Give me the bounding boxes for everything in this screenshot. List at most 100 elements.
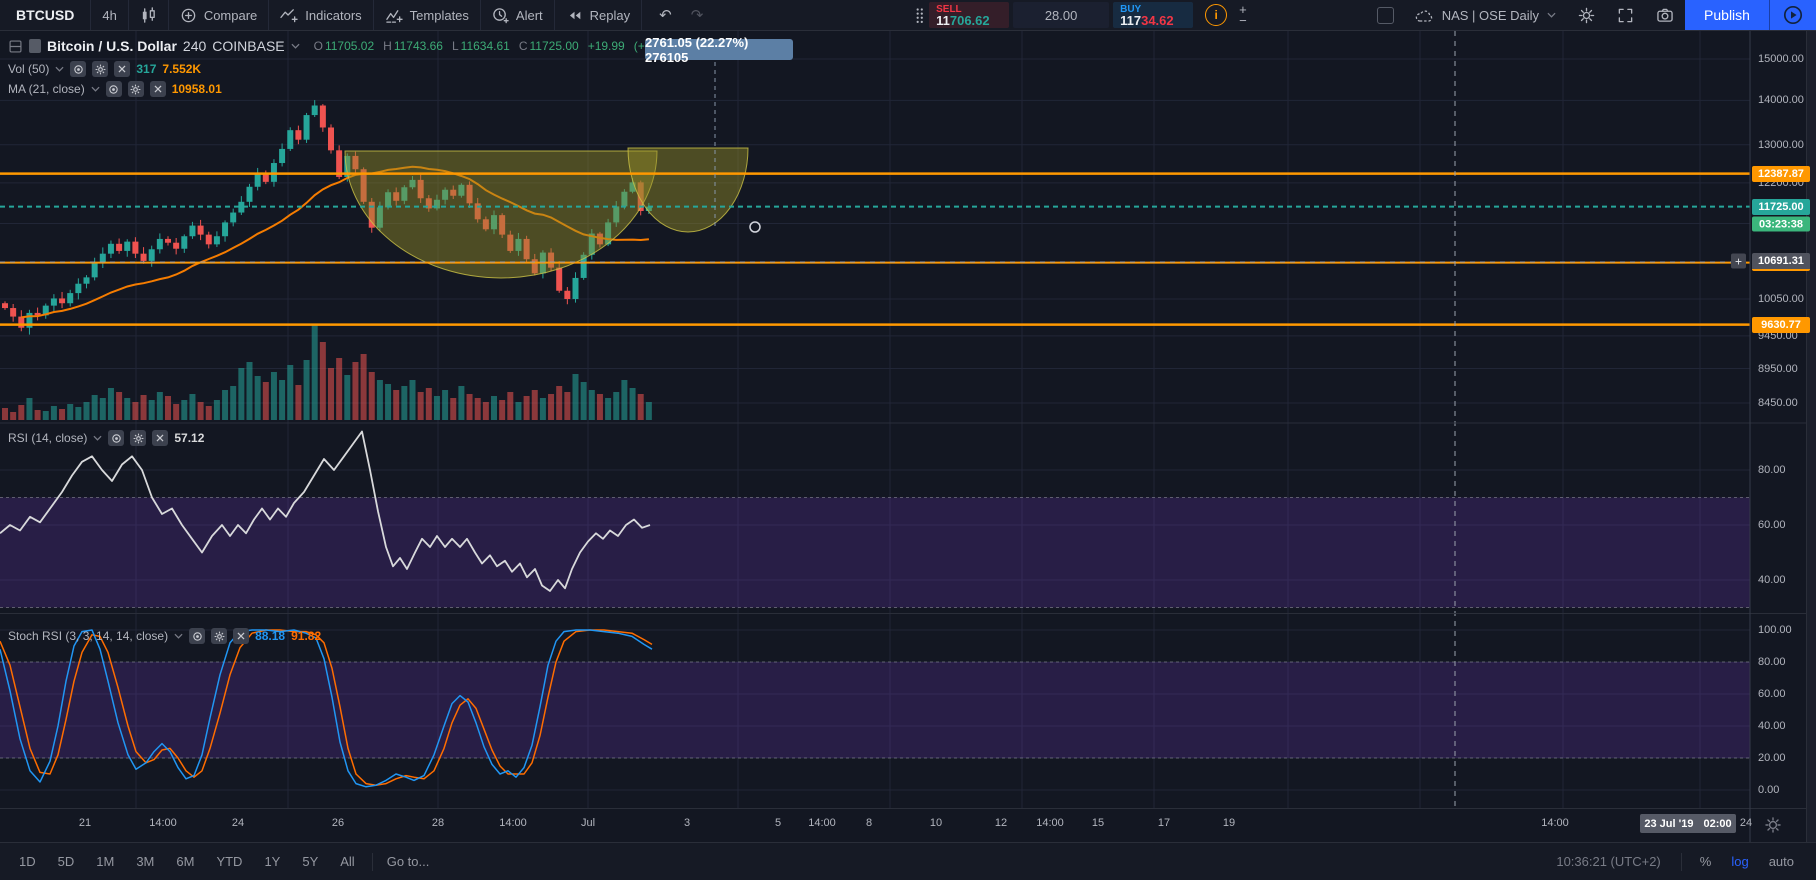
range-1d[interactable]: 1D xyxy=(19,854,36,869)
range-3m[interactable]: 3M xyxy=(136,854,155,869)
orange-price-badge: 9630.77 xyxy=(1752,316,1810,333)
buy-button[interactable]: BUY 11734.62 xyxy=(1113,2,1194,28)
stoch-tick: 20.00 xyxy=(1758,752,1786,764)
range-5d[interactable]: 5D xyxy=(57,854,75,869)
close-icon[interactable] xyxy=(114,61,131,77)
countdown-price-badge: 03:23:38 xyxy=(1752,216,1810,232)
visibility-icon[interactable] xyxy=(70,61,87,77)
indicators-button[interactable]: Indicators xyxy=(269,0,374,30)
goto-button[interactable]: Go to... xyxy=(386,854,430,869)
stoch-tick: 0.00 xyxy=(1758,784,1780,796)
publish-button[interactable]: Publish xyxy=(1685,0,1769,30)
alert-button[interactable]: Alert xyxy=(481,0,555,30)
visibility-icon[interactable] xyxy=(108,430,125,446)
indicator-settings-icon[interactable] xyxy=(130,430,147,446)
symbol-button[interactable]: BTCUSD xyxy=(0,0,92,30)
time-tick: 14:00 xyxy=(808,817,836,829)
panes-icon[interactable] xyxy=(8,39,23,54)
chevron-down-icon xyxy=(91,86,100,92)
indicators-icon xyxy=(280,7,298,24)
time-tick: 26 xyxy=(331,817,345,829)
symbol-title[interactable]: Bitcoin / U.S. Dollar xyxy=(47,38,177,54)
range-ytd[interactable]: YTD xyxy=(216,854,243,869)
info-icon[interactable]: i xyxy=(1205,4,1228,26)
fullscreen-button[interactable] xyxy=(1606,7,1645,24)
top-toolbar: BTCUSD 4h Compare Indicators Templates A… xyxy=(0,0,1816,31)
stoch-tick: 100.00 xyxy=(1758,624,1792,636)
compare-button[interactable]: Compare xyxy=(169,0,270,30)
checkbox[interactable] xyxy=(1376,6,1394,24)
price-axis[interactable]: 15000.00 14000.00 13000.00 12200.00 10050.00… xyxy=(1750,30,1816,842)
time-tick: 28 xyxy=(431,817,445,829)
chart-style-button[interactable] xyxy=(129,0,169,30)
percent-scale-button[interactable]: % xyxy=(1699,854,1712,869)
bottom-right-controls: 10:36:21 (UTC+2) % log auto xyxy=(1556,852,1816,871)
close-icon[interactable] xyxy=(233,628,250,644)
exchange-label: COINBASE xyxy=(212,38,285,54)
feed-selector[interactable]: NAS | OSE Daily xyxy=(1404,8,1567,23)
stoch-legend[interactable]: Stoch RSI (3, 3, 14, 14, close) 88.18 91… xyxy=(8,628,322,644)
replay-button[interactable]: Replay xyxy=(555,0,643,30)
time-tick: 3 xyxy=(683,817,691,829)
price-tick: 8450.00 xyxy=(1758,396,1798,409)
collapsed-sidebar[interactable] xyxy=(1806,30,1816,842)
play-icon xyxy=(1783,5,1803,25)
ma-legend[interactable]: MA (21, close) 10958.01 xyxy=(8,81,222,97)
exchange-logo xyxy=(29,39,41,53)
visibility-icon[interactable] xyxy=(105,81,122,97)
toolbar-right: NAS | OSE Daily Publish xyxy=(1367,0,1816,30)
add-alert-plus-button[interactable]: + xyxy=(1731,253,1746,269)
templates-button[interactable]: Templates xyxy=(374,0,481,30)
stoch-tick: 40.00 xyxy=(1758,720,1786,732)
visibility-icon[interactable] xyxy=(189,628,206,644)
play-button[interactable] xyxy=(1769,0,1816,30)
chevron-down-icon xyxy=(55,66,64,72)
interval-button[interactable]: 4h xyxy=(91,0,129,30)
undo-button[interactable]: ↶ xyxy=(659,7,672,24)
indicator-settings-icon[interactable] xyxy=(92,61,109,77)
rsi-legend[interactable]: RSI (14, close) 57.12 xyxy=(8,430,205,446)
crosshair-time-badge: 23 Jul '19 02:00 xyxy=(1640,814,1736,833)
cloud-icon xyxy=(1415,8,1434,23)
range-1y[interactable]: 1Y xyxy=(264,854,281,869)
time-tick: 10 xyxy=(929,817,943,829)
undo-redo: ↶ ↷ xyxy=(642,0,720,30)
close-icon[interactable] xyxy=(149,81,166,97)
settings-button[interactable] xyxy=(1567,7,1606,24)
range-6m[interactable]: 6M xyxy=(176,854,195,869)
increase-button[interactable]: + xyxy=(1239,2,1247,17)
gear-icon xyxy=(1578,7,1595,24)
main-legend[interactable]: Bitcoin / U.S. Dollar 240 COINBASE O 1170… xyxy=(8,38,690,54)
stoch-tick: 60.00 xyxy=(1758,688,1786,700)
snapshot-button[interactable] xyxy=(1645,7,1685,23)
range-5y[interactable]: 5Y xyxy=(302,854,319,869)
volume-legend[interactable]: Vol (50) 317 7.552K xyxy=(8,61,202,77)
redo-button[interactable]: ↷ xyxy=(690,7,704,24)
chevron-down-icon xyxy=(1547,12,1556,18)
time-tick: Jul xyxy=(580,817,596,829)
time-axis[interactable]: 23 Jul '19 02:00 21 14:00 24 26 28 14:00 Jul 3 5 1… xyxy=(0,809,1816,842)
chevron-down-icon[interactable] xyxy=(291,43,300,49)
close-icon[interactable] xyxy=(152,430,169,446)
range-all[interactable]: All xyxy=(340,854,355,869)
axis-settings-icon[interactable] xyxy=(1764,816,1782,834)
time-tick: 8 xyxy=(865,817,873,829)
price-tick: 15000.00 xyxy=(1758,52,1804,65)
clock-label[interactable]: 10:36:21 (UTC+2) xyxy=(1556,854,1661,869)
bottom-toolbar: 1D 5D 1M 3M 6M YTD 1Y 5Y All Go to... 10:36:21 (… xyxy=(0,842,1816,880)
range-1m[interactable]: 1M xyxy=(96,854,115,869)
time-tick: 12 xyxy=(994,817,1008,829)
camera-icon xyxy=(1656,7,1674,23)
indicator-settings-icon[interactable] xyxy=(127,81,144,97)
time-tick: 24 xyxy=(231,817,245,829)
auto-scale-button[interactable]: auto xyxy=(1768,854,1794,869)
decrease-button[interactable]: − xyxy=(1239,13,1247,28)
drag-handle-icon[interactable] xyxy=(914,5,925,25)
rsi-tick: 80.00 xyxy=(1758,464,1786,476)
time-tick: 19 xyxy=(1222,817,1236,829)
trade-panel: SELL 11706.62 28.00 BUY 11734.62 i + − xyxy=(914,0,1247,30)
sell-button[interactable]: SELL 11706.62 xyxy=(929,2,1010,28)
log-scale-button[interactable]: log xyxy=(1731,854,1749,869)
indicator-settings-icon[interactable] xyxy=(211,628,228,644)
